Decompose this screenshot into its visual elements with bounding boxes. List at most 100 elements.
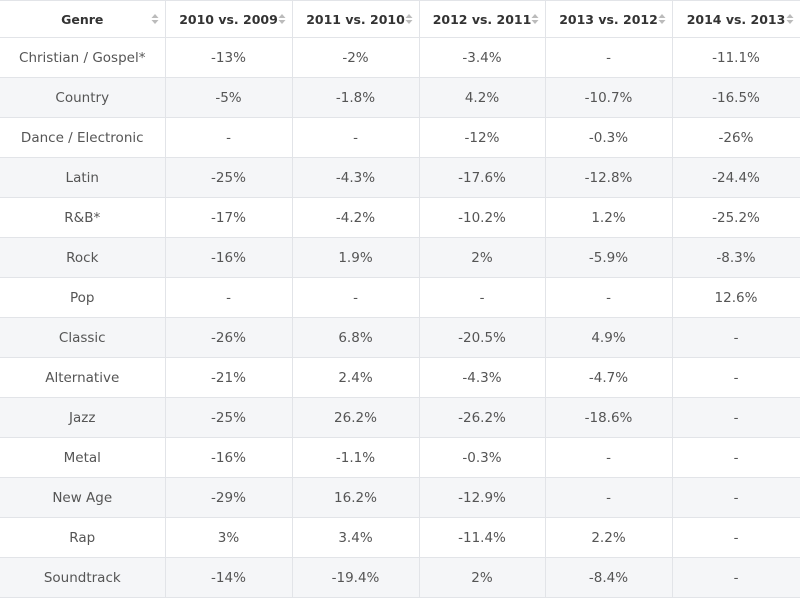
value-cell: -8.3%	[671, 237, 800, 278]
value-cell: 12.6%	[671, 277, 800, 318]
value-cell: -2%	[291, 37, 420, 78]
sort-icon	[658, 14, 665, 24]
value-cell: -	[671, 317, 800, 358]
value-cell: 2%	[418, 557, 546, 598]
value-cell: -10.2%	[418, 197, 546, 238]
value-cell: 4.2%	[418, 77, 546, 118]
value-cell: 4.9%	[544, 317, 673, 358]
value-cell: -	[671, 397, 800, 438]
value-cell: -25%	[164, 397, 293, 438]
genre-cell: Dance / Electronic	[0, 117, 166, 158]
table-row: Dance / Electronic - - -12% -0.3% -26%	[0, 117, 800, 158]
value-cell: -17%	[164, 197, 293, 238]
value-cell: -11.1%	[671, 37, 800, 78]
value-cell: 16.2%	[291, 477, 420, 518]
value-cell: -26.2%	[418, 397, 546, 438]
genre-cell: Latin	[0, 157, 166, 198]
value-cell: 3.4%	[291, 517, 420, 558]
value-cell: -24.4%	[671, 157, 800, 198]
genre-cell: Country	[0, 77, 166, 118]
value-cell: -25%	[164, 157, 293, 198]
table-row: Alternative -21% 2.4% -4.3% -4.7% -	[0, 357, 800, 398]
sort-icon	[786, 14, 793, 24]
value-cell: -	[291, 277, 420, 318]
column-header[interactable]: 2010 vs. 2009	[164, 0, 293, 38]
header-label: 2014 vs. 2013	[686, 11, 786, 27]
value-cell: -1.1%	[291, 437, 420, 478]
value-cell: 2.4%	[291, 357, 420, 398]
genre-cell: Alternative	[0, 357, 166, 398]
value-cell: -8.4%	[544, 557, 673, 598]
value-cell: -25.2%	[671, 197, 800, 238]
genre-cell: R&B*	[0, 197, 166, 238]
value-cell: -18.6%	[544, 397, 673, 438]
genre-cell: Pop	[0, 277, 166, 318]
value-cell: -	[291, 117, 420, 158]
header-row: Genre 2010 vs. 2009 2011 vs. 2010 2012 vs. …	[0, 0, 800, 38]
sort-icon	[278, 14, 285, 24]
value-cell: -4.3%	[291, 157, 420, 198]
header-label: 2013 vs. 2012	[559, 11, 658, 27]
value-cell: -	[671, 437, 800, 478]
value-cell: -	[544, 477, 673, 518]
table-row: Country -5% -1.8% 4.2% -10.7% -16.5%	[0, 77, 800, 118]
value-cell: -	[544, 437, 673, 478]
value-cell: -	[671, 557, 800, 598]
table-row: Rap 3% 3.4% -11.4% 2.2% -	[0, 517, 800, 558]
value-cell: -	[671, 517, 800, 558]
genre-cell: Rock	[0, 237, 166, 278]
value-cell: -4.3%	[418, 357, 546, 398]
column-header[interactable]: Genre	[0, 0, 166, 38]
table-row: New Age -29% 16.2% -12.9% - -	[0, 477, 800, 518]
header-label: Genre	[61, 11, 104, 27]
value-cell: -	[544, 277, 673, 318]
value-cell: -5.9%	[544, 237, 673, 278]
table-row: Pop - - - -12.6%	[0, 277, 800, 318]
header-label: 2011 vs. 2010	[306, 11, 405, 27]
sort-icon	[151, 14, 158, 24]
value-cell: -11.4%	[418, 517, 546, 558]
table-row: Latin -25% -4.3% -17.6% -12.8% -24.4%	[0, 157, 800, 198]
value-cell: 3%	[164, 517, 293, 558]
value-cell: -17.6%	[418, 157, 546, 198]
header-label: 2010 vs. 2009	[179, 11, 278, 27]
genre-cell: Soundtrack	[0, 557, 166, 598]
column-header[interactable]: 2012 vs. 2011	[418, 0, 546, 38]
table-row: R&B* -17% -4.2% -10.2% 1.2% -25.2%	[0, 197, 800, 238]
table-row: Christian / Gospel* -13% -2% -3.4% - -11.1%	[0, 37, 800, 78]
value-cell: -	[164, 117, 293, 158]
column-header[interactable]: 2014 vs. 2013	[671, 0, 800, 38]
value-cell: -4.2%	[291, 197, 420, 238]
value-cell: -26%	[671, 117, 800, 158]
table-row: Classic -26% 6.8% -20.5% 4.9% -	[0, 317, 800, 358]
column-header[interactable]: 2013 vs. 2012	[544, 0, 673, 38]
header-label: 2012 vs. 2011	[432, 11, 532, 27]
value-cell: -19.4%	[291, 557, 420, 598]
value-cell: -29%	[164, 477, 293, 518]
value-cell: -0.3%	[544, 117, 673, 158]
value-cell: -10.7%	[544, 77, 673, 118]
value-cell: -26%	[164, 317, 293, 358]
value-cell: -14%	[164, 557, 293, 598]
value-cell: -	[671, 357, 800, 398]
value-cell: -16%	[164, 237, 293, 278]
value-cell: 6.8%	[291, 317, 420, 358]
value-cell: 2.2%	[544, 517, 673, 558]
value-cell: 1.9%	[291, 237, 420, 278]
value-cell: -12.8%	[544, 157, 673, 198]
sort-icon	[531, 14, 538, 24]
table-row: Soundtrack -14% -19.4% 2% -8.4% -	[0, 557, 800, 598]
table-row: Rock -16% 1.9% 2% -5.9% -8.3%	[0, 237, 800, 278]
table-row: Jazz -25% 26.2% -26.2% -18.6% -	[0, 397, 800, 438]
column-header[interactable]: 2011 vs. 2010	[291, 0, 420, 38]
value-cell: 1.2%	[544, 197, 673, 238]
genre-cell: Rap	[0, 517, 166, 558]
value-cell: -	[418, 277, 546, 318]
value-cell: 2%	[418, 237, 546, 278]
genre-cell: Metal	[0, 437, 166, 478]
value-cell: -12.9%	[418, 477, 546, 518]
genre-cell: Christian / Gospel*	[0, 37, 166, 78]
value-cell: -	[164, 277, 293, 318]
